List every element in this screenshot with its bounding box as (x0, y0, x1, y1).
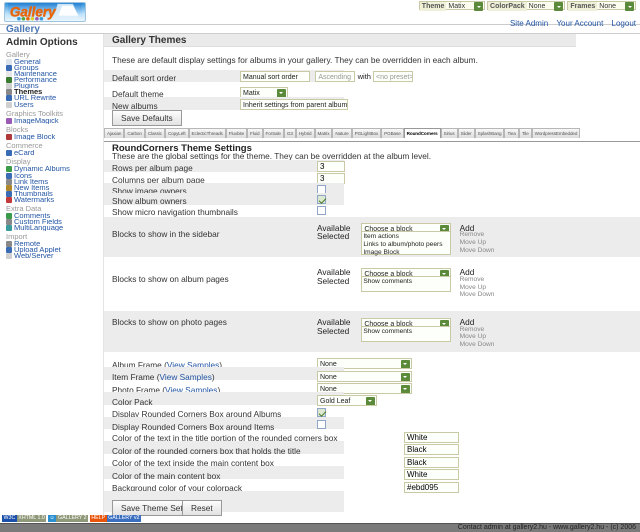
svg-text:Gallery: Gallery (10, 5, 57, 20)
